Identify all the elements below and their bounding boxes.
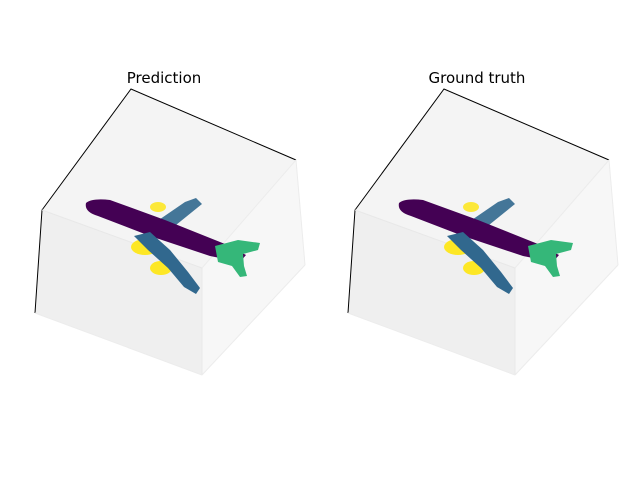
pane-edge (608, 159, 619, 266)
pane-left (35, 210, 202, 375)
pane-top (355, 89, 609, 268)
wing-points (134, 232, 200, 294)
panel-ground-truth: Ground truth (347, 69, 619, 376)
axis-edge (34, 88, 297, 314)
tail-points (528, 240, 573, 277)
pane-edge (347, 312, 516, 376)
pane-edge (295, 159, 306, 266)
fuselage-points (398, 199, 559, 262)
axis-edge (347, 88, 610, 314)
tail-points (215, 240, 260, 277)
engine-points (463, 202, 479, 212)
airplane-point-cloud (398, 198, 573, 294)
pane-top (42, 89, 296, 268)
airplane-point-cloud (85, 198, 260, 294)
pane-right (515, 160, 618, 375)
fuselage-points (85, 199, 246, 262)
pane-left (348, 210, 515, 375)
pane-edge (34, 312, 203, 376)
wing-points (447, 232, 513, 294)
pane-edge (514, 264, 619, 376)
pane-right (202, 160, 305, 375)
engine-points (150, 202, 166, 212)
panel-title-prediction: Prediction (127, 69, 202, 87)
pane-edge (201, 264, 306, 376)
panel-prediction: Prediction (34, 69, 306, 376)
panel-title-ground-truth: Ground truth (429, 69, 526, 87)
